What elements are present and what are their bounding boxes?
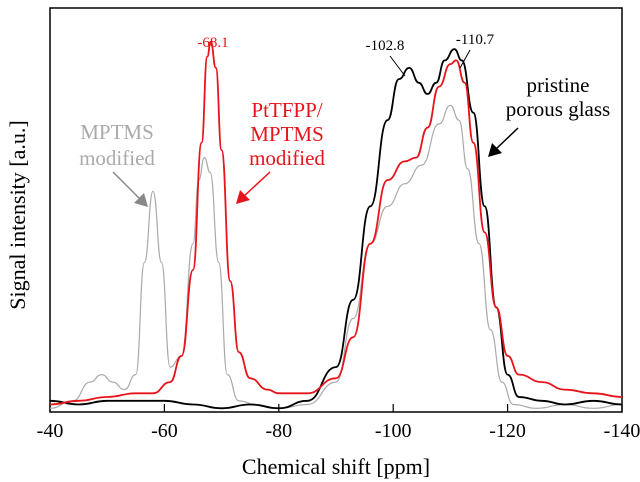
x-tick-label: -140: [604, 420, 640, 442]
pttfpp-label-line1: PtTFPP/: [251, 98, 322, 122]
arrow-mptms: [112, 171, 148, 207]
series-group: [49, 40, 623, 410]
series-line-pristine-porous-glass: [49, 48, 623, 410]
pttfpp-label-line2: MPTMS: [250, 122, 324, 146]
mptms-label-line2: modified: [79, 146, 155, 170]
pristine-label-line2: porous glass: [506, 97, 610, 121]
peak-label-pristine-b: -110.7: [456, 32, 495, 48]
peak-label-pristine-a: -102.8: [366, 38, 405, 54]
arrow-pttfpp: [236, 171, 271, 204]
x-tick-label: -120: [489, 420, 526, 442]
x-tick-label: -40: [37, 420, 64, 442]
plot-frame: [49, 7, 623, 413]
x-axis-title: Chemical shift [ppm]: [242, 454, 430, 479]
peak-label-mptms: -68.1: [197, 35, 228, 51]
series-line-pttfpp-mptms-modified: [49, 40, 623, 406]
y-axis-title: Signal intensity [a.u.]: [5, 120, 30, 309]
x-axis-tick-labels: -40 -60 -80 -100 -120 -140: [37, 420, 640, 442]
pristine-label-line1: pristine: [527, 73, 590, 97]
peak-leader-pristine-a: [389, 55, 406, 77]
x-tick-label: -80: [265, 420, 292, 442]
arrow-pristine: [488, 127, 519, 157]
peak-leader-pristine-b: [459, 49, 471, 69]
mptms-label-line1: MPTMS: [80, 120, 154, 144]
x-tick-label: -100: [375, 420, 412, 442]
x-tick-label: -60: [151, 420, 178, 442]
pttfpp-label-line3: modified: [249, 146, 325, 170]
